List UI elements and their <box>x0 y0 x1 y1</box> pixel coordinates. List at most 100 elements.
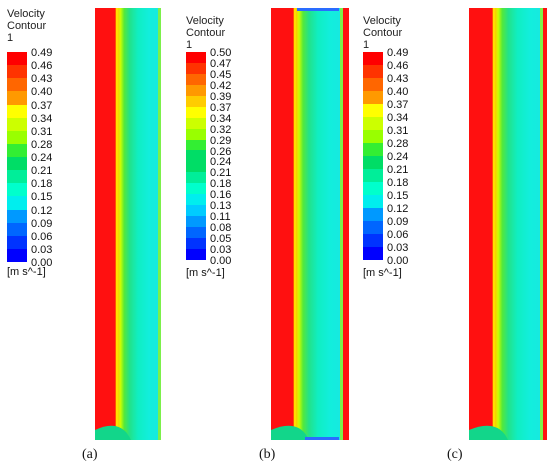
tick-label: 0.32 <box>210 123 232 136</box>
tick-label: 0.11 <box>210 211 231 224</box>
tick-label: 0.03 <box>31 243 53 256</box>
tick-label: 0.00 <box>210 255 232 267</box>
legend-c: Velocity Contour 1 0.49 0.46 0.43 0.40 0.37 0… <box>363 15 408 279</box>
tick-label: 0.03 <box>210 244 232 257</box>
colorbar-segment <box>7 130 27 144</box>
tick-label: 0.47 <box>210 57 232 70</box>
colorbar-segment <box>7 117 27 131</box>
colorbar-segment <box>7 65 27 79</box>
colorbar-segment <box>186 183 206 195</box>
colorbar-segment <box>186 172 206 184</box>
tick-label: 0.06 <box>387 229 409 241</box>
tick-label: 0.09 <box>387 216 409 228</box>
tick-label: 0.24 <box>210 156 232 169</box>
tick-label: 0.43 <box>31 73 53 86</box>
caption-b: (b) <box>259 447 276 462</box>
tick-label: 0.24 <box>387 151 409 163</box>
colorbar-segment <box>186 139 206 151</box>
colorbar-segment <box>7 78 27 92</box>
tick-label: 0.42 <box>210 79 232 92</box>
tick-label: 0.24 <box>31 152 53 164</box>
colorbar-segment <box>363 65 383 78</box>
colorbar-segment <box>186 106 206 118</box>
inlet-jet-region <box>271 8 293 440</box>
colorbar-segment <box>186 84 206 96</box>
colorbar-segment <box>186 205 206 217</box>
colorbar-segment <box>186 117 206 129</box>
legend-title: Velocity Contour 1 <box>186 15 226 51</box>
tick-label: 0.31 <box>387 125 409 137</box>
colorbar-segment <box>186 128 206 140</box>
tick-label: 0.18 <box>210 178 232 191</box>
tick-label: 0.09 <box>31 217 53 230</box>
caption-c: (c) <box>447 447 463 462</box>
colorbar-segment <box>7 183 27 197</box>
tick-label: 0.49 <box>387 47 409 59</box>
tick-label: 0.21 <box>210 167 232 180</box>
colorbar-segment <box>186 227 206 238</box>
tick-label: 0.28 <box>387 138 409 150</box>
colorbar-segment <box>363 117 383 130</box>
colorbar-segment <box>186 95 206 107</box>
colorbar-segment <box>7 157 27 171</box>
colorbar-segment <box>7 248 27 262</box>
wall-shear-layer <box>340 8 343 440</box>
colorbar-segment <box>363 156 383 169</box>
colorbar-segment <box>363 130 383 143</box>
colorbar-segment <box>7 170 27 184</box>
tick-label: 0.26 <box>210 145 232 158</box>
wall-shear-layer <box>158 8 161 440</box>
top-boundary <box>297 8 339 11</box>
colorbar-segment <box>363 143 383 156</box>
colorbar-segment <box>186 216 206 227</box>
colorbar-segment <box>363 182 383 195</box>
tick-label: 0.40 <box>387 86 409 98</box>
tick-label: 0.34 <box>387 112 409 124</box>
tick-label: 0.18 <box>387 177 409 189</box>
tick-label: 0.21 <box>31 165 53 178</box>
tick-label: 0.15 <box>387 190 409 202</box>
tick-label: 0.37 <box>210 101 232 114</box>
colorbar-segment <box>363 78 383 91</box>
colorbar-segment <box>363 208 383 221</box>
colorbar-segment <box>7 235 27 249</box>
colorbar-segment <box>7 143 27 157</box>
tick-label: 0.28 <box>31 138 53 151</box>
tick-label: 0.12 <box>387 203 409 215</box>
tick-label: 0.34 <box>31 112 53 125</box>
velocity-field-c <box>469 8 547 440</box>
tick-label: 0.21 <box>387 164 409 176</box>
outlet-vortex <box>271 425 309 440</box>
inlet-jet-region <box>95 8 115 440</box>
shear-layer <box>493 8 495 440</box>
wall-jet-region <box>543 8 547 440</box>
colorbar-segment <box>363 234 383 247</box>
tick-label: 0.00 <box>387 255 409 267</box>
colorbar-segment <box>186 150 206 162</box>
legend-a: Velocity Contour 1 0.49 0.46 0.43 0.40 0.37 0… <box>7 8 52 278</box>
colorbar-segment <box>363 104 383 117</box>
colorbar-segment <box>7 209 27 223</box>
tick-label: 0.13 <box>210 200 232 213</box>
tick-label: 0.06 <box>31 230 53 243</box>
unit-label: [m s^-1] <box>7 266 46 278</box>
colorbar-segment <box>7 104 27 118</box>
tick-label: 0.29 <box>210 134 232 147</box>
colorbar-segment <box>186 73 206 85</box>
colorbar-segment <box>7 222 27 236</box>
core-flow-region <box>492 8 543 440</box>
tick-label: 0.31 <box>31 125 53 138</box>
colorbar <box>7 52 27 262</box>
shear-layer <box>294 8 296 440</box>
tick-label: 0.37 <box>31 99 53 112</box>
tick-label: 0.43 <box>387 73 409 85</box>
shear-layer <box>116 8 118 440</box>
tick-label: 0.34 <box>210 112 232 125</box>
unit-label: [m s^-1] <box>186 267 225 279</box>
tick-label: 0.49 <box>31 47 53 59</box>
tick-label: 0.39 <box>210 90 232 103</box>
velocity-field-b <box>271 8 349 440</box>
outlet-vortex <box>469 425 508 440</box>
colorbar-segment <box>186 161 206 173</box>
tick-label: 0.40 <box>31 86 53 99</box>
